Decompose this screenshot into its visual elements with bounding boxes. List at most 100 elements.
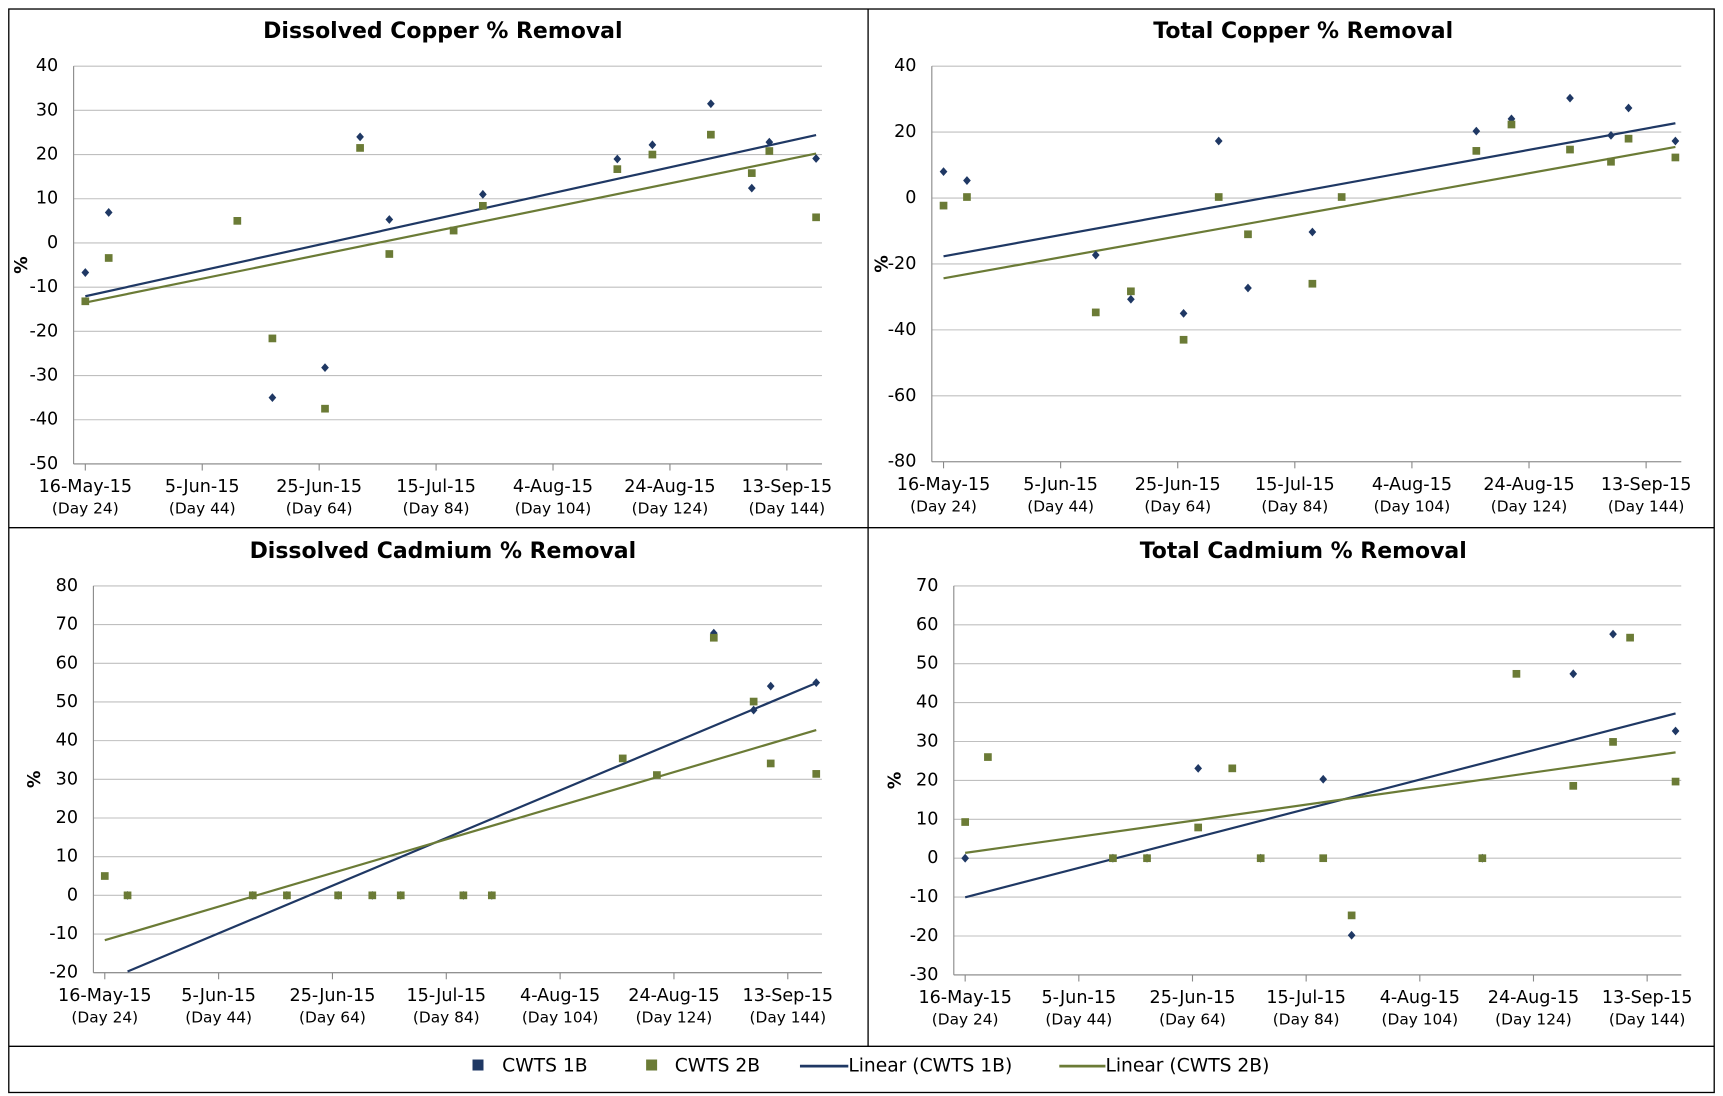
point xyxy=(1609,629,1617,639)
x-tick-label: 25-Jun-15 xyxy=(1150,988,1236,1008)
x-tick-label: 5-Jun-15 xyxy=(1023,475,1098,495)
x-tick-label: 16-May-15 xyxy=(58,986,151,1006)
x-tick-label: 24-Aug-15 xyxy=(1483,475,1574,495)
x-tick-sublabel: (Day 44) xyxy=(1027,497,1094,515)
y-tick-label: 40 xyxy=(56,731,78,751)
point xyxy=(613,154,622,164)
x-tick-sublabel: (Day 24) xyxy=(910,497,977,515)
point xyxy=(765,147,774,155)
point xyxy=(812,213,820,222)
point xyxy=(812,154,820,163)
y-tick-label: -20 xyxy=(49,963,78,983)
x-tick-sublabel: (Day 64) xyxy=(299,1008,366,1026)
point xyxy=(1624,134,1633,143)
point xyxy=(81,297,90,306)
x-tick-sublabel: (Day 64) xyxy=(286,499,353,517)
point xyxy=(1569,669,1578,679)
x-tick-label: 4-Aug-15 xyxy=(1372,475,1452,495)
point xyxy=(368,891,377,900)
point xyxy=(1626,633,1634,642)
y-tick-label: 0 xyxy=(905,188,916,208)
trendline xyxy=(104,728,817,942)
y-tick-label: 20 xyxy=(916,770,938,790)
point xyxy=(1256,854,1265,863)
y-tick-label: 10 xyxy=(36,189,58,209)
point xyxy=(961,818,970,826)
x-tick-label: 15-Jul-15 xyxy=(1255,475,1335,495)
point xyxy=(1607,157,1615,166)
point xyxy=(1671,726,1680,736)
y-tick-label: 10 xyxy=(916,809,938,829)
chart: Dissolved Copper % Removal% -50 -40 -30 -20 -… xyxy=(12,19,832,517)
y-tick-label: 20 xyxy=(894,122,916,142)
point xyxy=(449,226,458,235)
x-tick-sublabel: (Day 64) xyxy=(1159,1010,1226,1028)
point xyxy=(385,250,394,258)
point xyxy=(1179,335,1188,344)
x-tick-sublabel: (Day 24) xyxy=(932,1010,999,1028)
y-tick-label: 40 xyxy=(36,56,58,76)
point xyxy=(613,165,622,173)
point xyxy=(963,176,971,185)
y-tick-label: -20 xyxy=(910,926,939,946)
y-tick-label: -80 xyxy=(888,452,917,472)
x-tick-sublabel: (Day 144) xyxy=(1608,497,1685,515)
point xyxy=(747,183,756,193)
point xyxy=(707,130,715,139)
legend-label: Linear (CWTS 1B) xyxy=(848,1056,1012,1077)
point xyxy=(1244,230,1252,239)
point xyxy=(1194,823,1203,832)
y-tick-label: -10 xyxy=(910,887,939,907)
point xyxy=(1214,193,1223,201)
point xyxy=(334,891,342,900)
x-tick-sublabel: (Day 84) xyxy=(413,1008,480,1026)
chart: Dissolved Cadmium % Removal% -20 -10 0 10 20 3… xyxy=(25,539,833,1026)
x-tick-label: 16-May-15 xyxy=(897,475,990,495)
point xyxy=(1566,145,1574,154)
x-tick-label: 24-Aug-15 xyxy=(1488,988,1579,1008)
chart-title: Dissolved Copper % Removal xyxy=(263,19,622,44)
y-tick-label: 30 xyxy=(36,100,58,120)
y-tick-label: 80 xyxy=(56,576,78,596)
x-tick-label: 24-Aug-15 xyxy=(624,477,715,497)
chart-title: Total Cadmium % Removal xyxy=(1140,539,1467,564)
y-tick-label: 30 xyxy=(56,769,78,789)
point xyxy=(1347,911,1356,920)
point xyxy=(248,891,257,900)
point xyxy=(104,208,113,217)
point xyxy=(961,853,970,863)
x-tick-label: 16-May-15 xyxy=(39,477,132,497)
x-tick-label: 13-Sep-15 xyxy=(1602,988,1693,1008)
point xyxy=(766,681,775,691)
y-tick-label: 70 xyxy=(916,576,938,596)
x-tick-sublabel: (Day 144) xyxy=(1609,1010,1686,1028)
trendline xyxy=(965,751,1676,854)
y-tick-label: 40 xyxy=(894,56,916,76)
chart-title: Dissolved Cadmium % Removal xyxy=(250,539,637,564)
point xyxy=(487,891,496,900)
trendline xyxy=(943,122,1676,258)
y-tick-label: 50 xyxy=(56,692,78,712)
point xyxy=(233,217,242,225)
x-tick-sublabel: (Day 84) xyxy=(1261,497,1328,515)
legend-marker xyxy=(646,1059,658,1071)
y-tick-label: 0 xyxy=(927,848,938,868)
point xyxy=(1143,854,1151,863)
x-tick-label: 15-Jul-15 xyxy=(396,477,476,497)
y-tick-label: 60 xyxy=(916,615,938,635)
y-tick-label: -10 xyxy=(30,277,59,297)
point xyxy=(356,144,364,152)
point xyxy=(963,193,971,201)
y-tick-label: -30 xyxy=(910,965,939,985)
point xyxy=(939,167,948,177)
point xyxy=(321,404,329,413)
chart: Total Copper % Removal% -80 -60 -40 -20 0 20 40… xyxy=(872,19,1691,515)
legend: CWTS 1B CWTS 2B Linear (CWTS 1B) Linear … xyxy=(472,1056,1269,1077)
point xyxy=(648,140,657,150)
point xyxy=(939,201,948,210)
x-tick-sublabel: (Day 64) xyxy=(1144,497,1211,515)
y-tick-label: -20 xyxy=(30,321,59,341)
point xyxy=(653,771,661,779)
y-axis-label: % xyxy=(872,255,892,273)
point xyxy=(1109,854,1117,863)
